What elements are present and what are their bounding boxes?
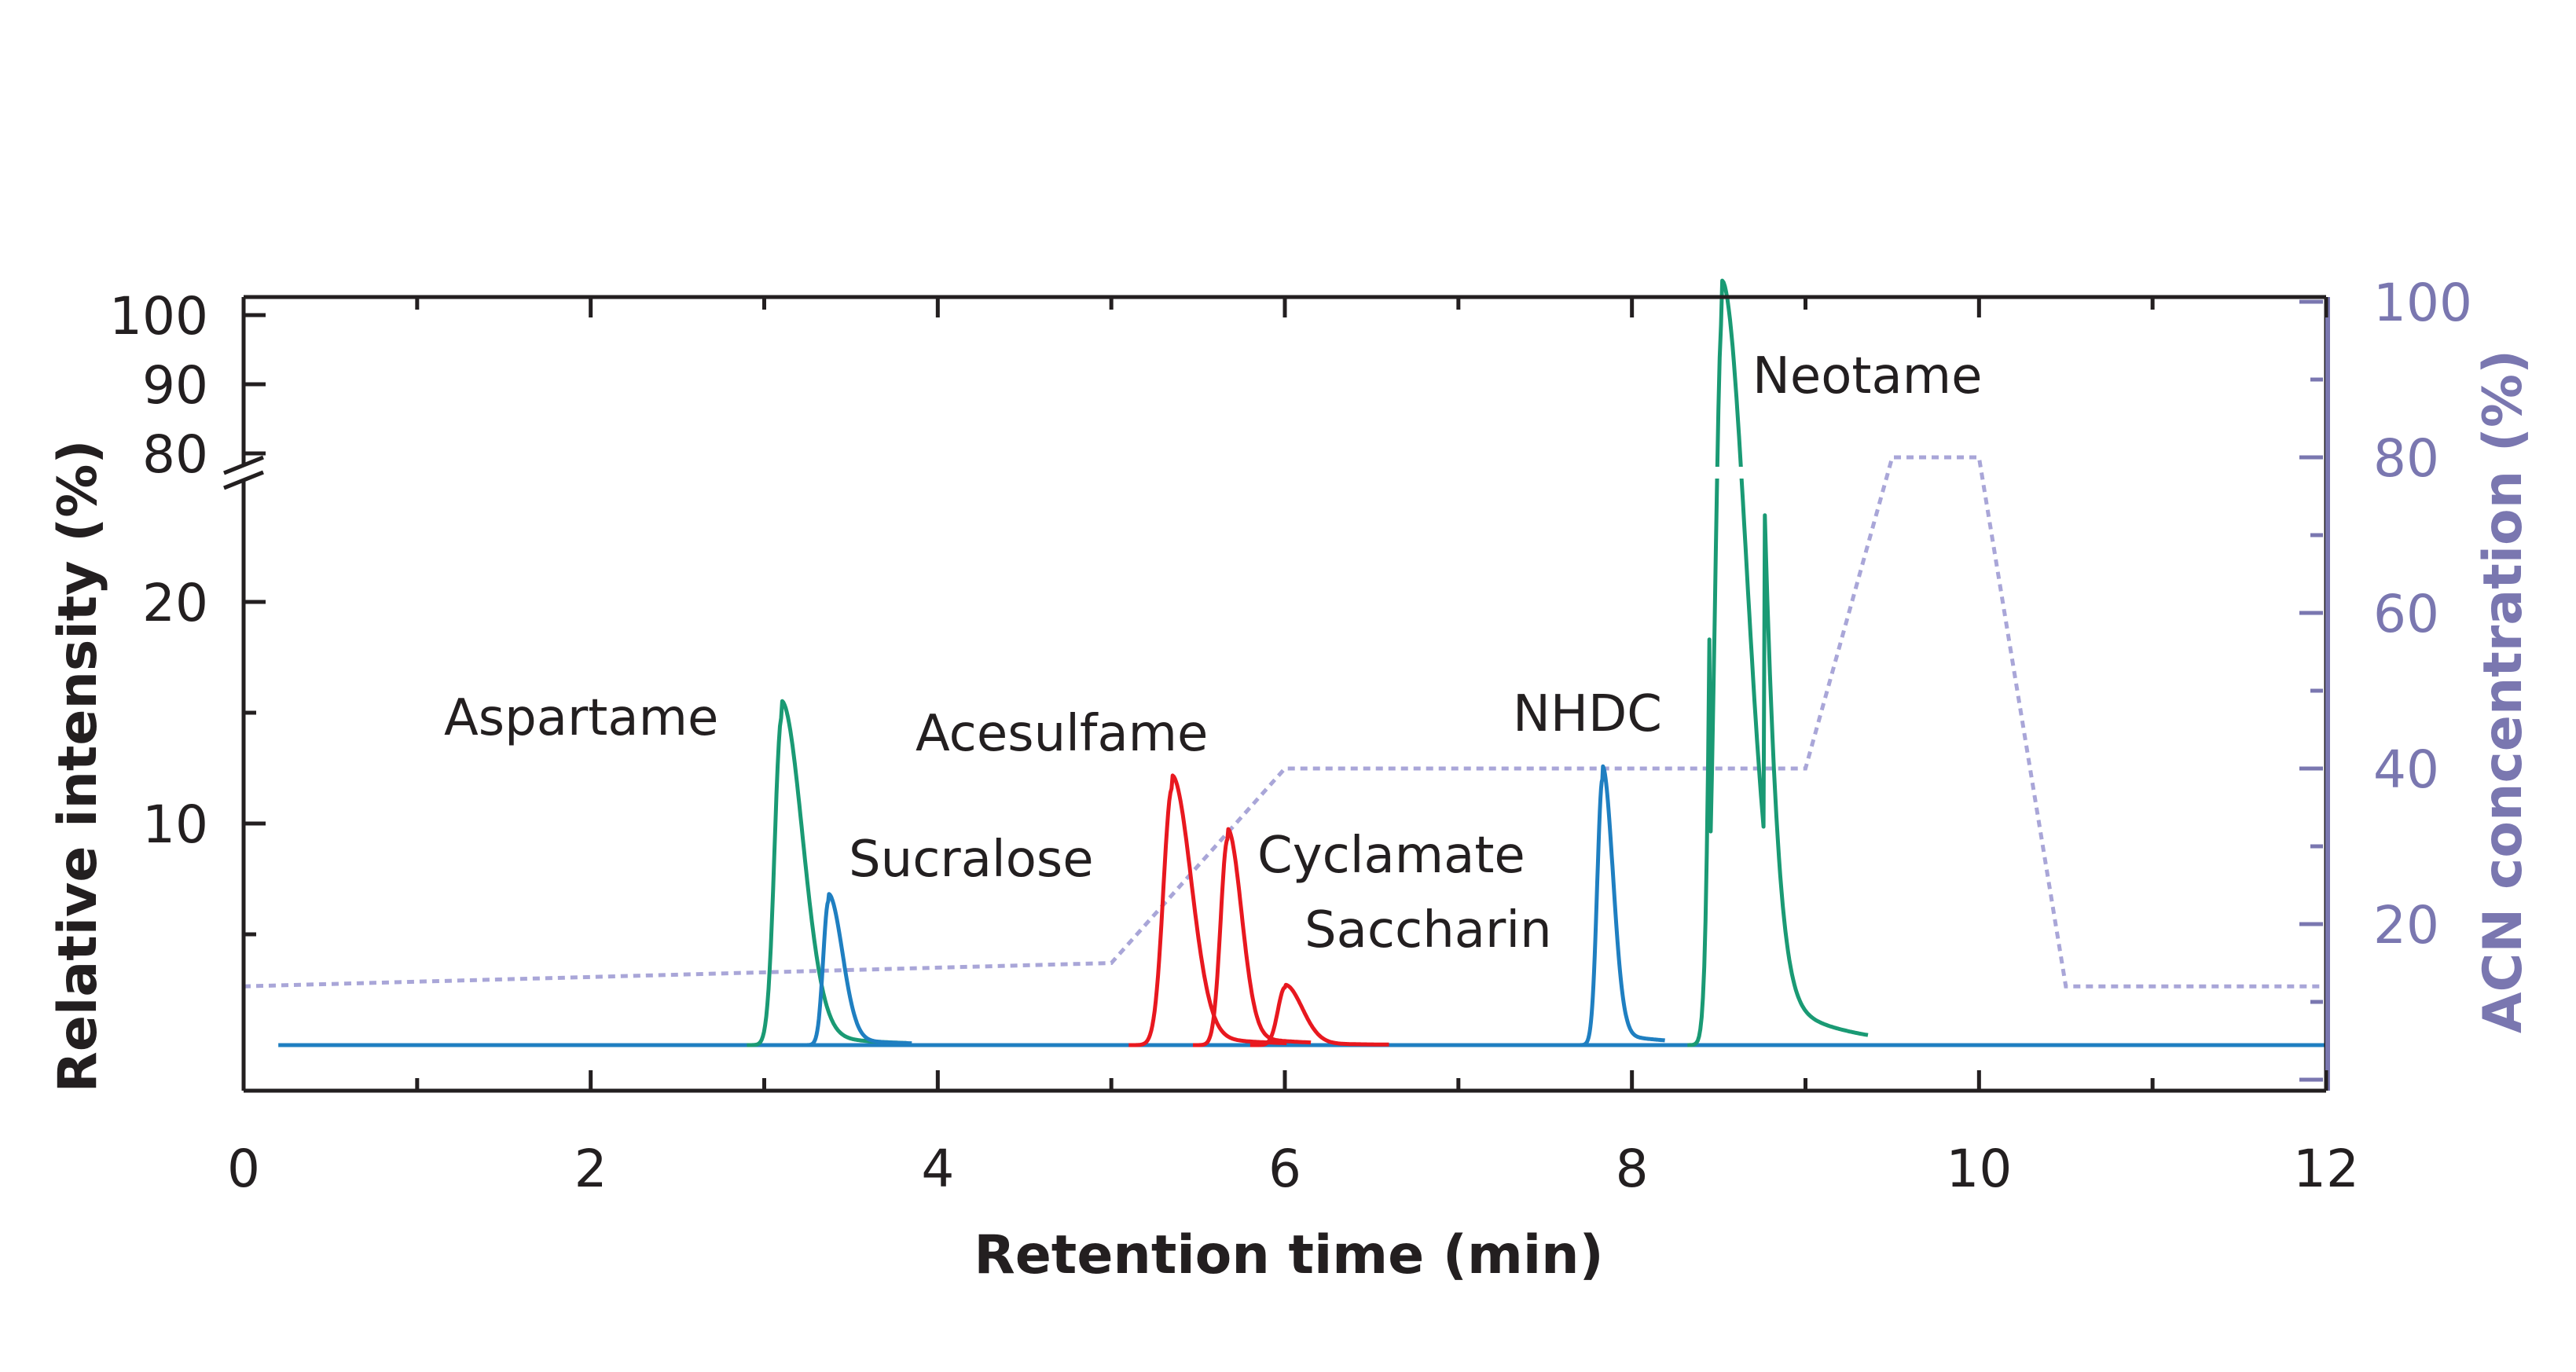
peak-label-sucralose: Sucralose — [849, 831, 1094, 889]
ticks-layer — [241, 297, 2328, 1091]
labels-layer: 0 2 4 6 8 10 12 10 20 80 90 100 20 40 60 80 100 Aspartame… — [109, 273, 2472, 1199]
x-tick-label: 6 — [1268, 1139, 1301, 1199]
y-tick-label-upper: 80 — [142, 424, 208, 485]
x-tick-label: 10 — [1946, 1139, 2012, 1199]
y-tick-label: 20 — [142, 573, 208, 633]
neotame-break-gap — [1690, 467, 1754, 479]
peak-label-neotame: Neotame — [1752, 347, 1982, 405]
peak-label-acesulfame: Acesulfame — [916, 705, 1208, 763]
peak-sucralose — [801, 892, 913, 1047]
peak-nhdc — [1575, 764, 1667, 1047]
peak-label-cyclamate: Cyclamate — [1257, 827, 1525, 885]
axis-break-mark-lower — [223, 470, 264, 490]
x-tick-label: 8 — [1616, 1139, 1649, 1199]
series-layer — [243, 278, 2326, 1047]
peak-cyclamate — [1191, 827, 1312, 1047]
y2-tick-label: 100 — [2373, 273, 2472, 333]
y2-tick-label: 80 — [2373, 428, 2439, 489]
y2-axis-title: ACN concentration (%) — [2472, 350, 2534, 1033]
x-axis-title: Retention time (min) — [974, 1224, 1603, 1286]
y2-tick-label: 20 — [2373, 895, 2439, 956]
y-tick-label-upper: 90 — [142, 355, 208, 416]
acn-gradient-line — [243, 455, 2326, 989]
y2-tick-label: 60 — [2373, 584, 2439, 644]
peak-label-aspartame: Aspartame — [444, 689, 718, 747]
peak-acesulfame — [1128, 773, 1288, 1047]
x-tick-label: 4 — [921, 1139, 954, 1199]
peak-neotame — [1686, 278, 1869, 1047]
x-tick-label: 2 — [574, 1139, 607, 1199]
y-tick-label: 10 — [142, 794, 208, 855]
peak-saccharin — [1249, 982, 1390, 1047]
x-tick-label: 0 — [227, 1139, 260, 1199]
x-tick-label: 12 — [2293, 1139, 2359, 1199]
axis-break-mark-upper — [223, 455, 264, 475]
peak-label-saccharin: Saccharin — [1305, 901, 1552, 959]
y2-tick-label: 40 — [2373, 739, 2439, 800]
y-axis-title: Relative intensity (%) — [47, 440, 109, 1093]
y-tick-label-upper: 100 — [109, 286, 208, 347]
peak-label-nhdc: NHDC — [1513, 685, 1662, 743]
